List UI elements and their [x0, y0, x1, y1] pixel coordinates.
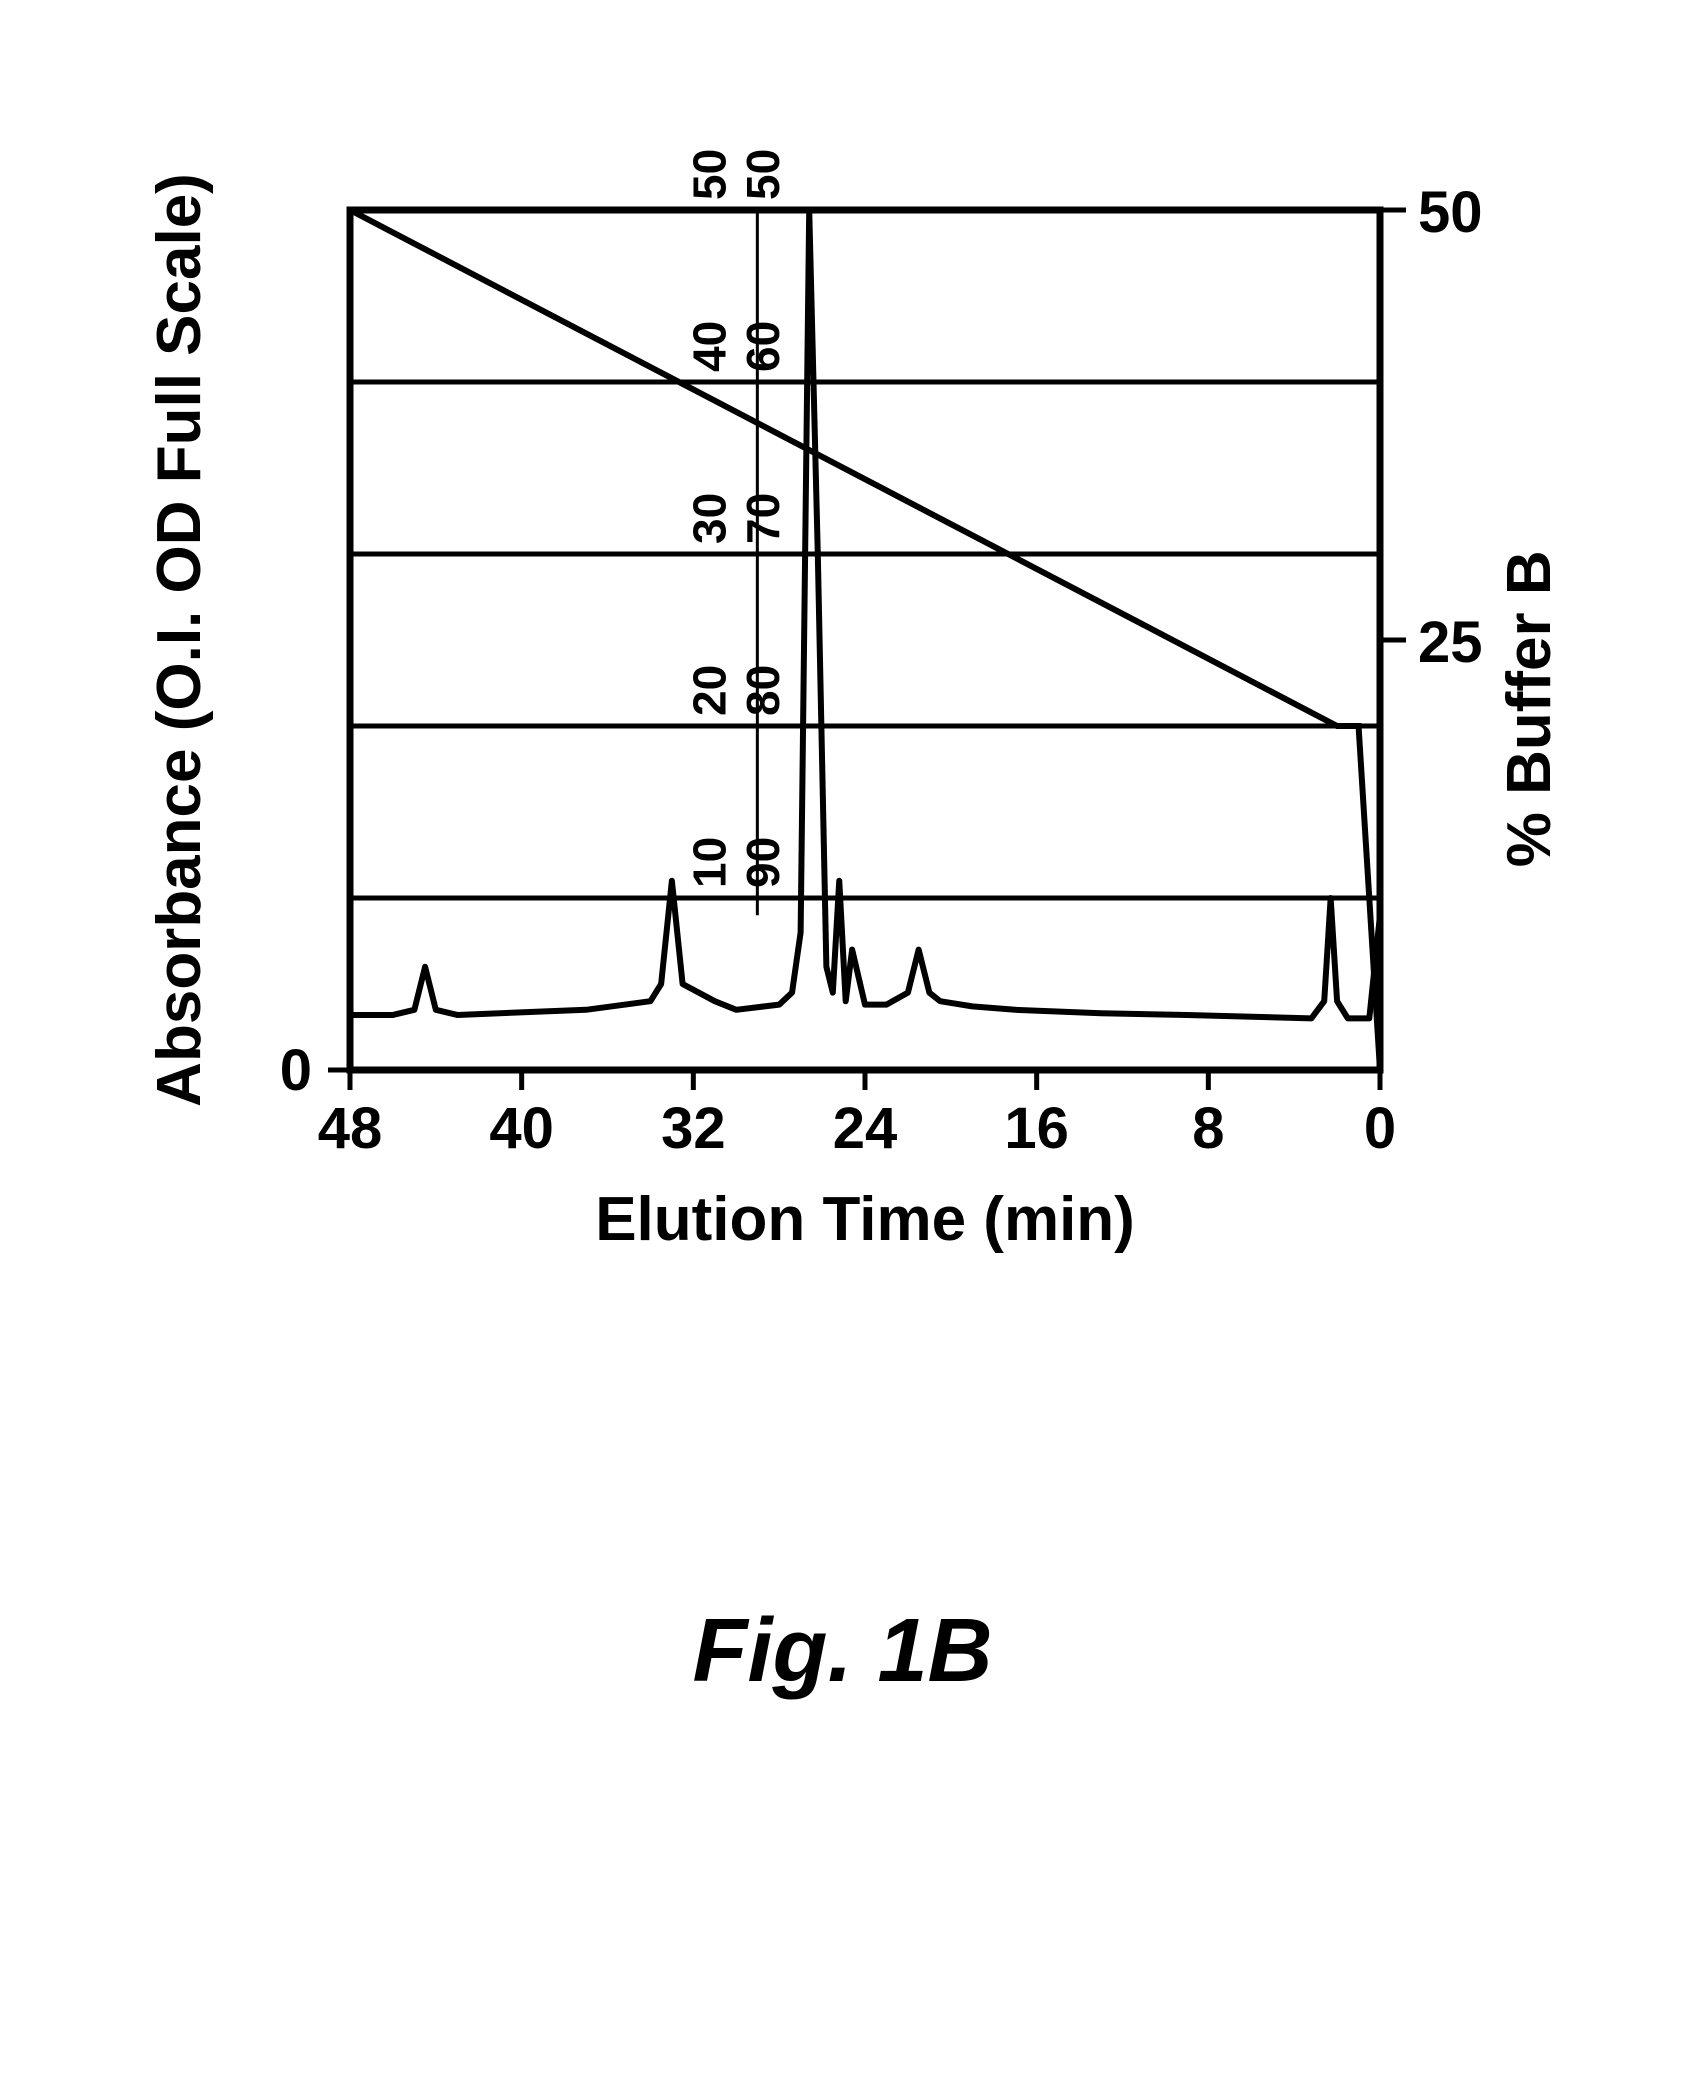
inner-right-label: 70 — [737, 493, 789, 544]
inner-left-label: 20 — [684, 665, 736, 716]
figure-caption: Fig. 1B — [0, 1600, 1685, 1703]
y-right-axis-label: % Buffer B — [1495, 550, 1564, 867]
y-right-tick-label: 25 — [1418, 610, 1483, 675]
inner-left-label: 40 — [684, 321, 736, 372]
gradient-line — [350, 210, 1380, 1070]
x-tick-label: 32 — [661, 1096, 726, 1161]
inner-right-label: 90 — [737, 837, 789, 888]
inner-right-label: 60 — [737, 321, 789, 372]
chromatogram-figure: 4840322416800255010902080307040605050Elu… — [90, 80, 1590, 1385]
x-tick-label: 8 — [1192, 1096, 1224, 1161]
chart-svg: 4840322416800255010902080307040605050Elu… — [90, 80, 1590, 1380]
x-tick-label: 48 — [318, 1096, 383, 1161]
inner-left-label: 50 — [684, 149, 736, 200]
x-axis-label: Elution Time (min) — [595, 1185, 1135, 1254]
x-tick-label: 0 — [1364, 1096, 1396, 1161]
inner-right-label: 80 — [737, 665, 789, 716]
y-right-tick-label: 50 — [1418, 180, 1483, 245]
y-left-tick-label: 0 — [280, 1038, 312, 1103]
inner-left-label: 30 — [684, 493, 736, 544]
x-tick-label: 24 — [833, 1096, 898, 1161]
inner-right-label: 50 — [737, 149, 789, 200]
inner-left-label: 10 — [684, 837, 736, 888]
y-left-axis-label: Absorbance (O.I. OD Full Scale) — [145, 173, 214, 1107]
x-tick-label: 40 — [489, 1096, 554, 1161]
x-tick-label: 16 — [1004, 1096, 1069, 1161]
